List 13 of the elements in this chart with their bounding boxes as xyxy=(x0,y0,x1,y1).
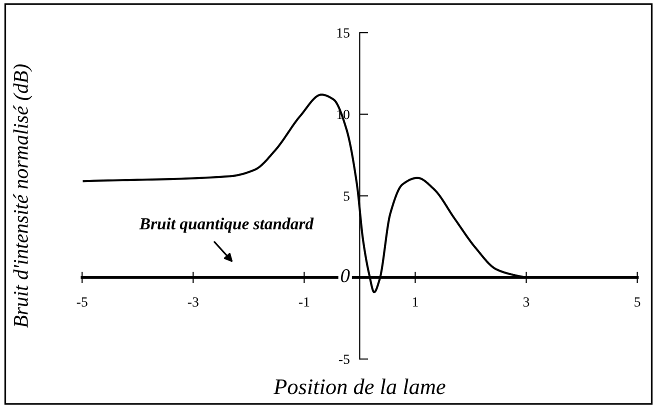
y-axis-title: Bruit d'intensité normalisé (dB) xyxy=(13,64,32,328)
y-tick-label: 5 xyxy=(344,192,350,201)
x-tick-label: -5 xyxy=(76,297,88,307)
x-tick-label: 1 xyxy=(412,297,418,307)
x-tick-label: 5 xyxy=(634,297,640,307)
x-axis-title: Position de la lame xyxy=(273,378,446,394)
x-tick-label: -1 xyxy=(298,297,310,307)
y-tick-label: 15 xyxy=(337,28,350,38)
x-tick-label: 3 xyxy=(523,297,530,307)
y-tick-label: 0 xyxy=(341,269,350,282)
y-tick-label: -5 xyxy=(338,354,350,364)
annotation: Bruit quantique standard xyxy=(139,218,314,233)
x-tick-label: -3 xyxy=(188,297,198,307)
